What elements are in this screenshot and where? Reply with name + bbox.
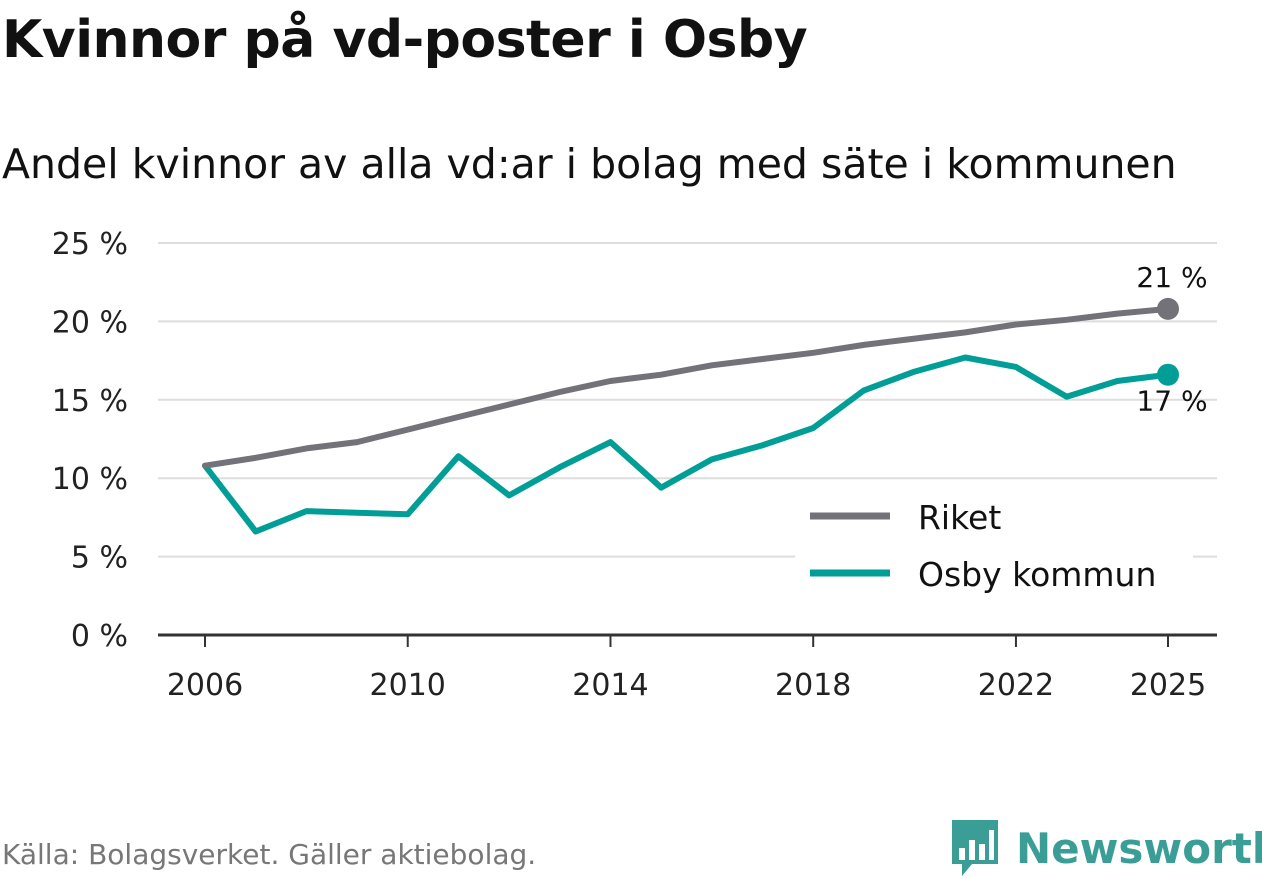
end-marker-riket: [1157, 297, 1179, 320]
source-note: Källa: Bolagsverket. Gäller aktiebolag.: [2, 838, 537, 871]
y-axis-ticks: 0 % 5 % 10 % 15 % 20 % 25 %: [52, 227, 128, 654]
series-line-riket: [202, 305, 1171, 469]
chart-subtitle: Andel kvinnor av alla vd:ar i bolag med …: [2, 140, 1177, 188]
x-tick-label: 2022: [978, 668, 1054, 703]
legend-label-riket: Riket: [918, 498, 1001, 537]
x-tick-label: 2018: [775, 668, 851, 703]
x-tick-label: 2006: [167, 668, 243, 703]
chart-title: Kvinnor på vd-poster i Osby: [2, 10, 808, 70]
y-tick-label: 15 %: [52, 384, 128, 419]
legend: Riket Osby kommun: [795, 496, 1193, 598]
series-lines: 17 % 21 %: [202, 261, 1208, 535]
brand-name: Newsworthy: [1016, 823, 1262, 873]
end-label-osby: 17 %: [1136, 385, 1207, 418]
brand-logo: Newsworthy: [950, 818, 1262, 878]
y-tick-label: 5 %: [71, 541, 128, 576]
x-axis-ticks: 2006 2010 2014 2018 2022 2025: [167, 635, 1206, 703]
x-tick-label: 2010: [370, 668, 446, 703]
y-tick-label: 0 %: [71, 619, 128, 654]
x-tick-label: 2025: [1130, 668, 1206, 703]
end-label-riket: 21 %: [1136, 261, 1207, 294]
x-tick-label: 2014: [572, 668, 648, 703]
legend-label-osby: Osby kommun: [918, 555, 1156, 594]
series-line-osby: [202, 354, 1171, 535]
bar-chart-speech-bubble-icon: [952, 820, 998, 876]
y-tick-label: 25 %: [52, 227, 128, 262]
end-marker-osby: [1157, 363, 1179, 386]
y-tick-label: 10 %: [52, 462, 128, 497]
y-tick-label: 20 %: [52, 305, 128, 340]
